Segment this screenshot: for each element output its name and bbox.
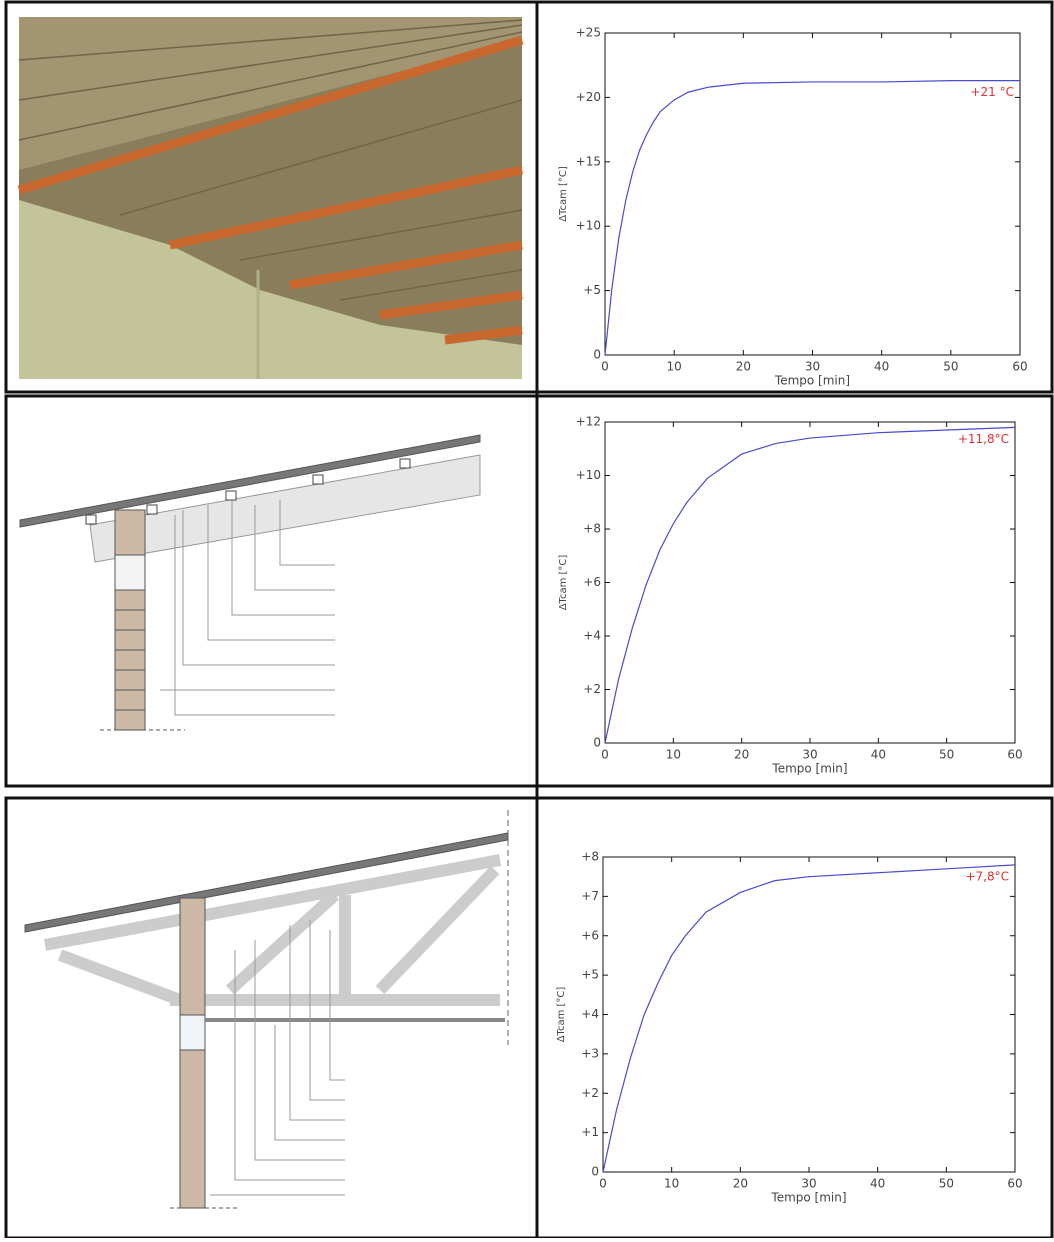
y-tick-label: +4 (583, 629, 601, 643)
x-tick-label: 40 (870, 1177, 885, 1191)
y-tick-label: +4 (581, 1007, 599, 1021)
x-tick-label: 20 (736, 360, 751, 374)
truss-diagram (25, 810, 508, 1208)
y-axis-label: ΔTcam [°C] (556, 987, 567, 1043)
y-tick-label: +10 (576, 468, 601, 482)
x-tick-label: 0 (601, 360, 609, 374)
y-tick-label: +10 (576, 219, 601, 233)
y-tick-label: +12 (576, 415, 601, 429)
section-diagram (20, 435, 480, 730)
y-tick-label: +2 (581, 1086, 599, 1100)
x-tick-label: 50 (943, 360, 958, 374)
ceiling-photo (19, 17, 522, 379)
y-tick-label: +7 (581, 889, 599, 903)
x-tick-label: 50 (939, 1177, 954, 1191)
x-tick-label: 40 (871, 748, 886, 762)
y-tick-label: +20 (576, 90, 601, 104)
y-tick-label: +1 (581, 1125, 599, 1139)
x-axis-label: Tempo [min] (774, 374, 850, 388)
x-tick-label: 60 (1007, 748, 1022, 762)
y-tick-label: +6 (583, 575, 601, 589)
annotation: +7,8°C (965, 869, 1009, 883)
y-tick-label: 0 (593, 348, 601, 362)
x-axis-label: Tempo [min] (771, 762, 847, 776)
x-tick-label: 10 (666, 748, 681, 762)
x-tick-label: 60 (1007, 1177, 1022, 1191)
figure: 01020304050600+5+10+15+20+25Tempo [min]Δ… (0, 0, 1054, 1238)
y-tick-label: +5 (581, 968, 599, 982)
x-tick-label: 0 (599, 1177, 607, 1191)
plot-frame (605, 422, 1015, 743)
y-tick-label: 0 (591, 1165, 599, 1179)
y-tick-label: +8 (581, 850, 599, 864)
x-tick-label: 30 (802, 748, 817, 762)
x-tick-label: 30 (801, 1177, 816, 1191)
y-tick-label: +6 (581, 928, 599, 942)
plot-frame (603, 857, 1015, 1172)
data-line (605, 81, 1020, 355)
y-axis-label: ΔTcam [°C] (558, 166, 569, 222)
y-tick-label: +25 (576, 26, 601, 40)
y-tick-label: +2 (583, 682, 601, 696)
x-tick-label: 60 (1012, 360, 1027, 374)
x-tick-label: 10 (664, 1177, 679, 1191)
x-tick-label: 30 (805, 360, 820, 374)
y-tick-label: +8 (583, 522, 601, 536)
y-tick-label: +3 (581, 1046, 599, 1060)
x-tick-label: 20 (734, 748, 749, 762)
x-tick-label: 10 (667, 360, 682, 374)
x-tick-label: 20 (733, 1177, 748, 1191)
annotation: +11,8°C (958, 432, 1009, 446)
x-axis-label: Tempo [min] (770, 1191, 846, 1205)
y-tick-label: +5 (583, 283, 601, 297)
x-tick-label: 50 (939, 748, 954, 762)
plot-frame (605, 33, 1020, 355)
data-line (603, 865, 1015, 1172)
y-tick-label: 0 (593, 736, 601, 750)
y-axis-label: ΔTcam [°C] (558, 555, 569, 611)
x-tick-label: 0 (601, 748, 609, 762)
y-tick-label: +15 (576, 154, 601, 168)
data-line (605, 427, 1015, 743)
x-tick-label: 40 (874, 360, 889, 374)
annotation: +21 °C (970, 85, 1014, 99)
